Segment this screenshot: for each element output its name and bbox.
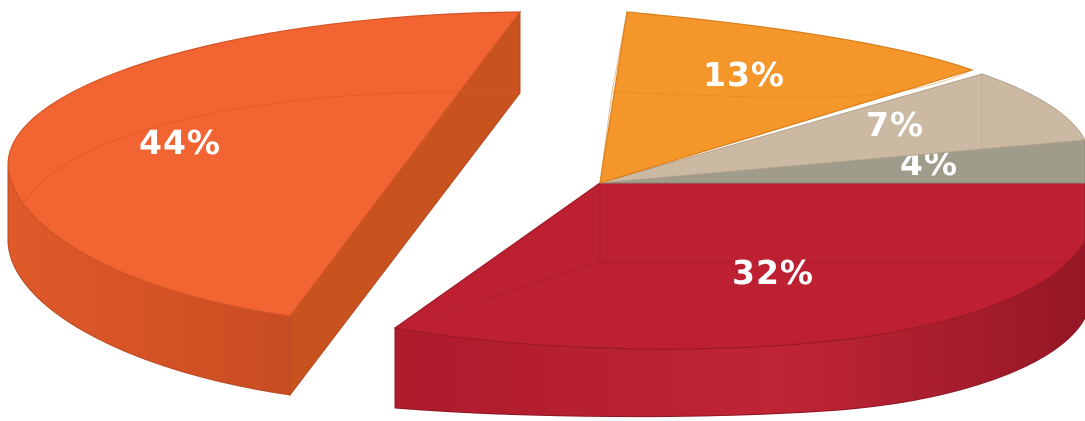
pie-slice-7: 7%: [599, 73, 1085, 184]
slice-label-32: 32%: [732, 253, 814, 292]
pie-slice-44: 44%: [7, 10, 522, 397]
pie-slice-13: 13%: [599, 11, 974, 184]
pie-slice-7-top: [599, 73, 1085, 184]
slice-label-13: 13%: [703, 55, 785, 94]
pie-slice-32: 32%: [393, 182, 1085, 418]
pie-slice-32-top: [393, 182, 1085, 350]
slice-label-7: 7%: [866, 105, 924, 144]
pie-slice-44-top: [7, 11, 522, 317]
pie-slice-13-top: [599, 11, 974, 184]
slice-label-44: 44%: [139, 123, 221, 162]
